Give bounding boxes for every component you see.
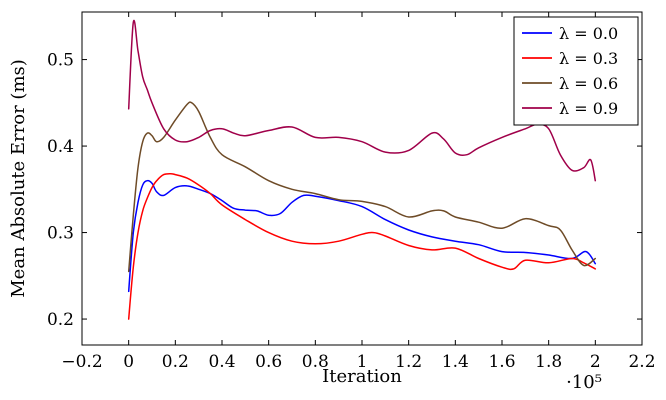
x-tick-label: 0.2 <box>162 352 189 372</box>
legend-item: λ = 0.0 <box>522 24 618 43</box>
y-tick-label: 0.2 <box>47 310 74 330</box>
x-tick-label: 0.4 <box>208 352 235 372</box>
x-tick-label: 1.8 <box>535 352 562 372</box>
legend-label: λ = 0.0 <box>559 24 618 43</box>
x-axis: −0.2 0 0.2 0.4 0.6 0.8 1 1.2 1.4 1.6 1.8 2 2.2 <box>61 12 656 372</box>
series-line-0 <box>127 179 597 293</box>
legend-items: λ = 0.0 λ = 0.3 λ = 0.6 λ = 0.9 <box>522 24 618 118</box>
y-axis: 0.2 0.3 0.4 0.5 <box>47 51 642 330</box>
x-tick-label: 1.6 <box>488 352 515 372</box>
x-tick-label: 0 <box>123 352 134 372</box>
y-axis-title: Mean Absolute Error (ms) <box>8 59 29 298</box>
series-line-2 <box>127 101 597 273</box>
legend: λ = 0.0 λ = 0.3 λ = 0.6 λ = 0.9 <box>513 16 639 126</box>
x-tick-label: −0.2 <box>61 352 102 372</box>
x-tick-label: 1.4 <box>442 352 469 372</box>
x-tick-label: 1.2 <box>395 352 422 372</box>
series-line-1 <box>127 172 597 320</box>
x-axis-scale-label: ·10⁵ <box>566 372 602 393</box>
x-tick-label: 1 <box>357 352 368 372</box>
legend-label: λ = 0.3 <box>559 49 618 68</box>
legend-item: λ = 0.6 <box>522 74 618 93</box>
x-axis-title: Iteration <box>322 366 402 387</box>
x-tick-label: 2 <box>590 352 601 372</box>
y-tick-label: 0.4 <box>47 137 74 157</box>
x-tick-label: 2.2 <box>628 352 655 372</box>
legend-item: λ = 0.3 <box>522 49 618 68</box>
x-tick-label: 0.8 <box>302 352 329 372</box>
y-tick-label: 0.3 <box>47 224 74 244</box>
legend-box <box>513 16 639 126</box>
legend-item: λ = 0.9 <box>522 99 618 118</box>
legend-label: λ = 0.6 <box>559 74 618 93</box>
x-tick-label: 0.6 <box>255 352 282 372</box>
legend-label: λ = 0.9 <box>559 99 618 118</box>
y-tick-label: 0.5 <box>47 51 74 71</box>
